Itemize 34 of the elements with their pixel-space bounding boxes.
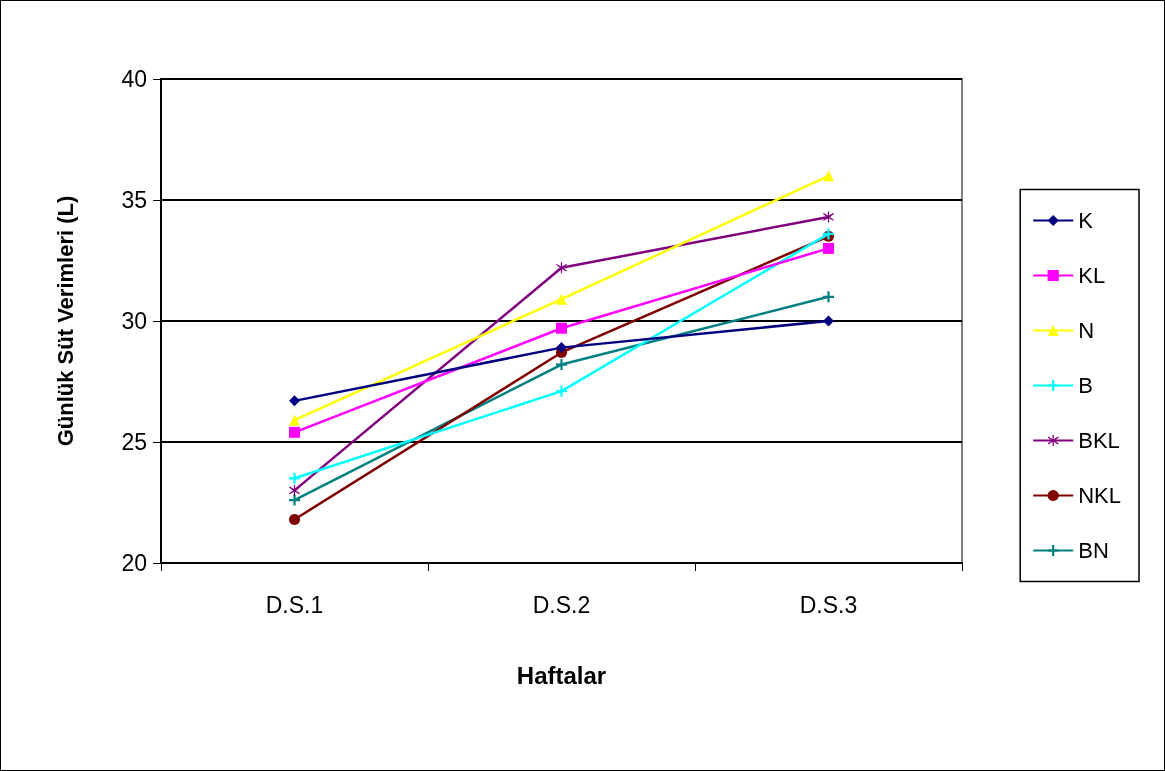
point xyxy=(823,242,834,254)
y-tick-label: 40 xyxy=(121,66,147,92)
point xyxy=(289,472,300,484)
point xyxy=(289,414,300,426)
point xyxy=(289,494,300,506)
point xyxy=(556,322,567,334)
point xyxy=(556,293,567,305)
legend-label: B xyxy=(1078,373,1093,398)
point xyxy=(823,291,834,303)
legend-label: BN xyxy=(1078,538,1109,563)
point xyxy=(556,359,567,371)
legend-label: K xyxy=(1078,208,1094,233)
point xyxy=(556,385,567,397)
legend-label: NKL xyxy=(1078,483,1121,508)
y-tick-label: 30 xyxy=(121,308,147,334)
legend-label: KL xyxy=(1078,263,1106,288)
point xyxy=(556,342,567,354)
x-tick-label: D.S.3 xyxy=(799,591,858,618)
point xyxy=(289,395,300,407)
x-axis-title: Haftalar xyxy=(516,661,607,689)
point xyxy=(556,262,567,274)
point xyxy=(289,513,300,525)
x-tick-label: D.S.1 xyxy=(265,591,324,618)
point xyxy=(289,484,300,496)
y-tick-label: 25 xyxy=(121,429,147,455)
legend-label: N xyxy=(1078,318,1095,343)
y-axis-title: Günlük Süt Verimleri (L) xyxy=(52,195,78,447)
y-tick-label: 20 xyxy=(121,550,147,576)
legend-label: BKL xyxy=(1078,428,1120,453)
point xyxy=(823,170,834,182)
point xyxy=(823,315,834,327)
y-tick-label: 35 xyxy=(121,187,147,213)
x-tick-label: D.S.2 xyxy=(532,591,591,618)
point xyxy=(289,426,300,438)
